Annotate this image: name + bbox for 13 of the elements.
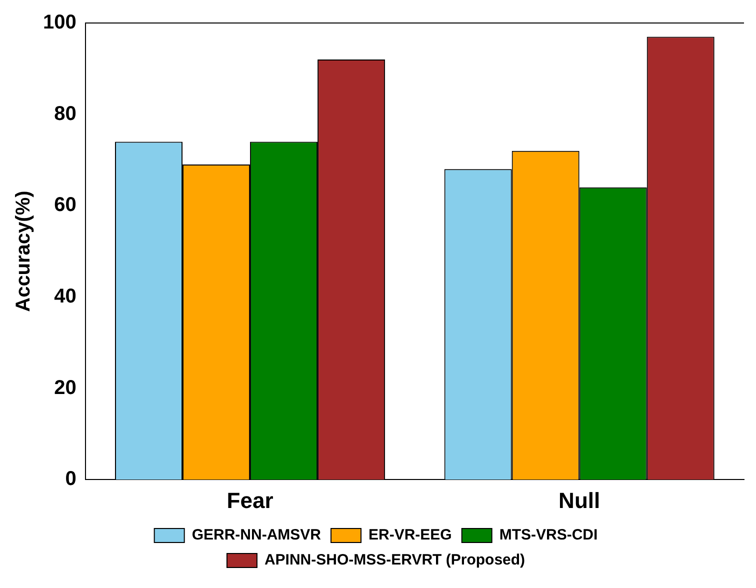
x-tick-label: Fear xyxy=(226,488,274,513)
legend-label: APINN-SHO-MSS-ERVRT (Proposed) xyxy=(264,552,526,569)
y-tick-label: 40 xyxy=(54,285,76,308)
x-tick-label: Null xyxy=(558,488,600,513)
y-tick-label: 0 xyxy=(65,468,76,490)
y-tick-label: 60 xyxy=(54,194,76,216)
legend-label: ER-VR-EEG xyxy=(368,526,452,544)
y-tick-label: 80 xyxy=(54,102,76,125)
y-axis-title: Accuracy(%) xyxy=(12,190,35,312)
legend-label: GERR-NN-AMSVR xyxy=(192,526,322,544)
y-tick-label: 20 xyxy=(54,376,76,399)
y-tick-label: 100 xyxy=(42,12,76,34)
legend-label: MTS-VRS-CDI xyxy=(499,526,598,544)
